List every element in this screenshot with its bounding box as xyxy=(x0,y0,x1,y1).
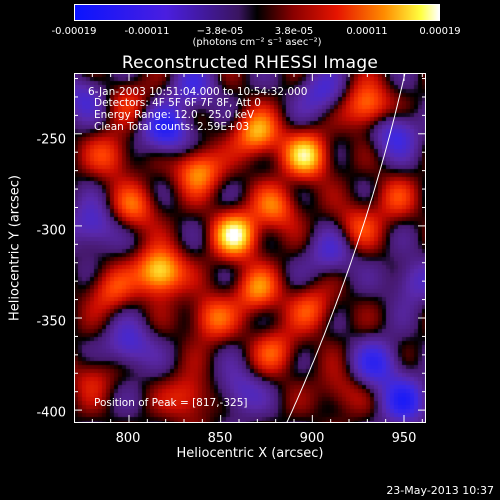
colorbar-units: (photons cm⁻² s⁻¹ asec⁻²) xyxy=(192,37,322,48)
y-tick-label: -300 xyxy=(36,223,66,239)
axis-ticks xyxy=(74,73,426,423)
x-axis-label: Heliocentric X (arcsec) xyxy=(176,446,324,461)
colorbar-tick-label: -0.00011 xyxy=(124,26,170,37)
y-axis-label: Heliocentric Y (arcsec) xyxy=(7,175,23,321)
plot-frame xyxy=(74,73,426,423)
annotation-clean: Clean Total counts: 2.59E+03 xyxy=(94,121,250,133)
annotation-energy: Energy Range: 12.0 - 25.0 keV xyxy=(94,109,255,121)
heatmap-image xyxy=(74,73,426,423)
y-tick-label: -400 xyxy=(36,405,66,421)
annotation-time-range: 6-Jan-2003 10:51:04.000 to 10:54:32.000 xyxy=(88,86,308,98)
plot-overlay xyxy=(74,73,426,423)
colorbar xyxy=(74,4,440,21)
y-tick-label: -250 xyxy=(36,132,66,148)
x-tick-label: 800 xyxy=(115,431,141,446)
colorbar-tick-label: 3.8e-05 xyxy=(274,26,314,37)
y-tick-label: -350 xyxy=(36,314,66,330)
solar-limb-line xyxy=(286,73,406,423)
colorbar-tick-label: 0.00019 xyxy=(419,26,461,37)
x-tick-label: 900 xyxy=(299,431,325,446)
colorbar-tick-label: -0.00019 xyxy=(51,26,97,37)
annotation-detectors: Detectors: 4F 5F 6F 7F 8F, Att 0 xyxy=(94,97,261,109)
colorbar-tick-label: 0.00011 xyxy=(346,26,388,37)
chart-title: Reconstructed RHESSI Image xyxy=(121,53,379,73)
x-tick-label: 850 xyxy=(207,431,233,446)
annotation-peak: Position of Peak = [817,-325] xyxy=(94,397,248,409)
colorbar-tick-label: −3.8e-05 xyxy=(196,26,244,37)
render-timestamp: 23-May-2013 10:37 xyxy=(386,484,494,497)
x-tick-label: 950 xyxy=(391,431,417,446)
